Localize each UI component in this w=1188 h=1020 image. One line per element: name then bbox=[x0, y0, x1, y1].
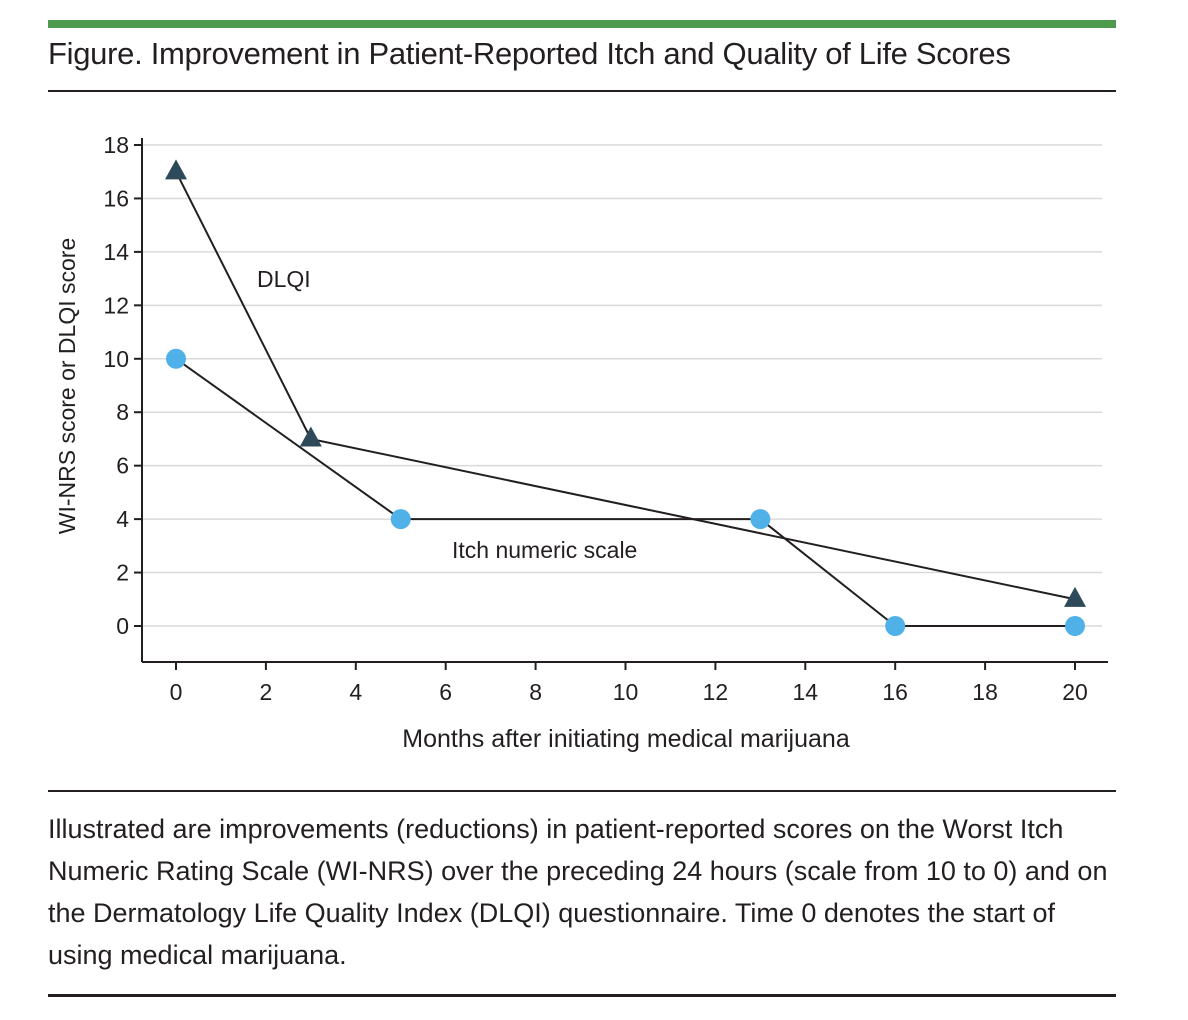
series-line-itch bbox=[175, 357, 1075, 627]
series-label-dlqi: DLQI bbox=[257, 266, 311, 292]
figure-caption: Illustrated are improvements (reductions… bbox=[48, 814, 1108, 970]
series-markers bbox=[165, 159, 1086, 636]
x-ticks: 0 2 4 6 8 10 12 14 16 18 20 bbox=[170, 662, 1088, 705]
y-tick-label: 18 bbox=[103, 132, 129, 158]
y-tick-label: 10 bbox=[103, 346, 129, 372]
title-divider bbox=[48, 90, 1116, 92]
caption-divider-top bbox=[48, 790, 1116, 792]
data-point-itch bbox=[750, 509, 771, 530]
y-tick-label: 0 bbox=[116, 613, 129, 639]
x-tick-label: 10 bbox=[613, 679, 639, 705]
gridlines bbox=[142, 144, 1102, 627]
series-line-dlqi bbox=[175, 171, 1076, 601]
x-tick-label: 20 bbox=[1062, 679, 1088, 705]
axes bbox=[141, 138, 1108, 663]
data-point-itch bbox=[166, 348, 186, 369]
x-tick-label: 0 bbox=[170, 679, 183, 705]
series-label-itch: Itch numeric scale bbox=[452, 537, 637, 563]
y-ticks: 0 2 4 6 8 10 12 14 16 18 bbox=[103, 132, 142, 639]
y-axis-label: WI-NRS score or DLQI score bbox=[54, 238, 80, 535]
y-tick-label: 12 bbox=[103, 292, 129, 318]
x-tick-label: 4 bbox=[349, 679, 362, 705]
data-point-dlqi bbox=[1064, 586, 1086, 607]
x-tick-label: 12 bbox=[703, 679, 729, 705]
x-tick-label: 8 bbox=[529, 679, 542, 705]
y-tick-label: 8 bbox=[116, 399, 129, 425]
y-tick-label: 16 bbox=[103, 185, 129, 211]
line-chart: 0 2 4 6 8 10 12 14 16 18 0 2 4 6 8 10 12 14 16 18 20 DLQI It… bbox=[54, 132, 1108, 753]
x-tick-label: 14 bbox=[793, 679, 819, 705]
data-point-itch bbox=[1065, 616, 1085, 636]
data-point-itch bbox=[390, 509, 411, 530]
data-point-dlqi bbox=[299, 426, 322, 447]
y-tick-label: 14 bbox=[103, 239, 129, 265]
accent-rule bbox=[48, 20, 1116, 28]
x-tick-label: 16 bbox=[882, 679, 908, 705]
data-point-itch bbox=[885, 616, 906, 636]
x-tick-label: 2 bbox=[260, 679, 273, 705]
y-tick-label: 2 bbox=[116, 560, 129, 586]
figure-title: Figure. Improvement in Patient-Reported … bbox=[48, 36, 1011, 71]
x-tick-label: 6 bbox=[439, 679, 452, 705]
x-axis-label: Months after initiating medical marijuan… bbox=[402, 725, 850, 753]
data-point-dlqi bbox=[165, 159, 187, 180]
x-tick-label: 18 bbox=[972, 679, 998, 705]
series-labels: DLQI Itch numeric scale bbox=[257, 266, 637, 563]
caption-divider-bottom bbox=[48, 994, 1116, 997]
y-tick-label: 6 bbox=[116, 453, 129, 479]
y-tick-label: 4 bbox=[116, 506, 129, 532]
